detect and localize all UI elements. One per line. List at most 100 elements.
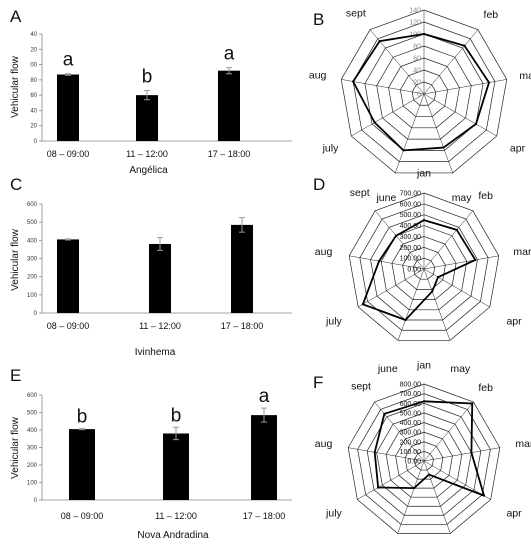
y-tick-label-e: 400 [27,428,38,434]
y-tick-label-a: 20 [30,124,37,130]
radar-spoke-b [423,93,453,174]
radar-spoke-d [349,255,425,270]
y-tick-label-a: 60 [30,93,37,99]
radar-category-label-f: feb [478,382,493,394]
significance-letter-a: b [142,67,153,88]
significance-letter-a: a [63,50,74,71]
radar-tick-label-d: 0.00 [407,267,421,274]
radar-tick-label-d: 300.00 [400,234,422,241]
radar-spoke-f [348,447,425,462]
panel-letter-a: A [10,7,22,26]
x-axis-label-a: Angélica [129,165,168,176]
radar-spoke-f [423,447,500,462]
radar-category-label-f: july [325,508,343,520]
radar-grid-ring-b [364,33,484,151]
radar-category-label-d: apr [506,316,522,328]
radar-series-line-f [373,400,485,497]
radar-tick-label-f: 500.00 [400,410,422,417]
x-category-label-c: 11 – 12:00 [139,321,181,331]
bar-chart-nova-andradina: 0 100 200 300 400 500 600 Vehicular flow b 08 – 0… [10,386,292,541]
radar-point-b [378,40,381,43]
radar-tick-label-b: 120 [409,20,421,27]
y-tick-label-c: 300 [27,257,38,263]
radar-grid-ring-f [376,412,472,507]
radar-category-label-f: aug [315,438,333,450]
radar-point-f [422,400,426,403]
radar-tick-label-d: 700.00 [400,191,422,198]
radar-spoke-f [374,401,425,462]
bar-e [251,415,277,500]
x-category-label-a: 11 – 12:00 [126,149,168,159]
radar-tick-label-d: 400.00 [400,223,422,230]
radar-tick-label-d: 200.00 [400,245,422,252]
radar-point-f [377,486,380,489]
radar-point-f [427,473,431,476]
bar-e [163,433,189,500]
radar-chart-angelica: 020406080100120140janfebmaraprmayjunejul… [309,7,531,204]
radar-spoke-f [397,460,425,534]
radar-tick-label-f: 100.00 [400,449,422,456]
radar-point-b [487,81,491,84]
radar-grid-ring-d [359,203,489,331]
radar-category-label-f: apr [506,508,522,520]
y-tick-label-e: 300 [27,446,38,452]
radar-tick-label-d: 600.00 [400,201,422,208]
y-tick-label-c: 200 [27,275,38,281]
radar-point-d [404,318,407,322]
radar-category-label-d: june [377,363,398,375]
panel-letter-d: D [313,175,325,194]
radar-tick-label-b: 80 [413,44,421,51]
radar-point-b [442,146,445,149]
radar-point-d [422,219,426,222]
radar-tick-label-f: 800.00 [400,382,422,389]
radar-category-label-d: jan [416,168,431,180]
x-category-label-e: 08 – 09:00 [61,511,104,521]
radar-grid-ring-d [380,225,468,311]
radar-category-label-b: may [452,192,473,204]
radar-spoke-b [423,79,507,95]
radar-tick-label-b: 40 [413,68,421,75]
x-axis-label-e: Nova Andradina [137,530,209,541]
y-axis-label-c: Vehicular flow [10,228,21,290]
radar-point-f [373,451,376,454]
x-category-label-a: 17 – 18:00 [208,149,251,159]
radar-spoke-b [423,29,479,95]
radar-tick-label-b: 60 [413,56,421,63]
radar-point-d [361,303,364,306]
y-tick-label-a: 00 [30,63,37,69]
radar-tick-label-f: 300.00 [400,430,422,437]
radar-grid-ring-b [399,69,449,117]
bar-a [136,95,158,141]
radar-point-f [482,494,486,497]
radar-category-label-d: may [450,363,471,375]
radar-grid-ring-f [395,431,453,489]
radar-series-line-d [361,219,477,321]
x-axis-label-c: Ivinhema [135,347,176,358]
radar-point-d [437,276,440,279]
radar-grid-ring-d [370,214,478,321]
y-axis-label-e: Vehicular flow [10,416,21,478]
y-tick-label-e: 600 [27,393,38,399]
y-tick-label-c: 500 [27,220,38,226]
radar-spoke-f [357,460,425,500]
x-category-label-c: 17 – 18:00 [221,321,264,331]
radar-category-label-f: sept [351,380,371,392]
radar-grid-ring-f [357,393,491,525]
radar-spoke-d [423,268,451,341]
radar-category-label-b: feb [484,9,499,21]
radar-point-f [471,402,474,405]
radar-spoke-b [341,79,425,95]
radar-grid-ring-f [347,383,501,534]
radar-grid-ring-f [385,422,463,498]
y-tick-label-e: 200 [27,463,38,469]
y-tick-label-c: 400 [27,238,38,244]
radar-category-label-b: apr [510,143,526,155]
radar-spoke-d [423,255,499,270]
bar-a [57,74,79,141]
y-tick-label-c: 0 [34,311,38,317]
significance-letter-e: b [171,405,182,426]
radar-category-label-b: aug [309,70,327,82]
radar-grid-ring-f [414,451,434,471]
radar-tick-label-b: 0 [417,92,421,99]
